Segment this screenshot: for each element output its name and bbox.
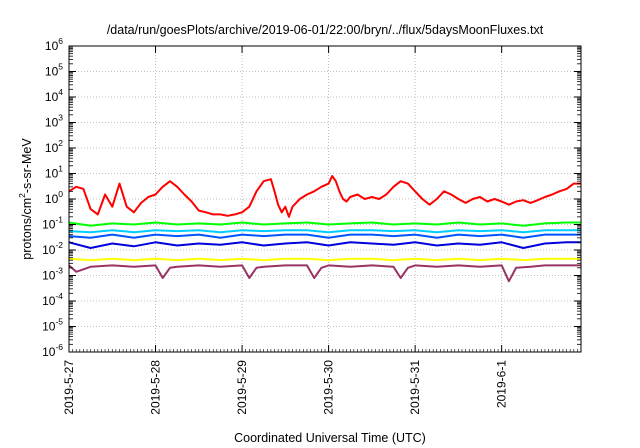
- y-tick-base: 10: [45, 167, 59, 181]
- y-tick-exponent: 2: [58, 138, 63, 148]
- y-label-part: protons/cm: [20, 198, 34, 260]
- y-tick-exponent: 4: [58, 87, 63, 97]
- x-axis-label: Coordinated Universal Time (UTC): [234, 431, 426, 445]
- series-line-6: [68, 257, 581, 262]
- y-tick-base: 10: [42, 218, 56, 232]
- y-tick-labels: 10-610-510-410-310-210-11001011021031041…: [42, 36, 63, 359]
- y-tick-label: 106: [45, 36, 63, 53]
- series-line-5: [68, 241, 581, 249]
- y-tick-label: 100: [45, 189, 63, 206]
- y-tick-base: 10: [42, 269, 56, 283]
- y-tick-label: 10-6: [42, 342, 63, 359]
- y-tick-exponent: 5: [58, 62, 63, 72]
- y-tick-exponent: 3: [58, 113, 63, 123]
- y-tick-label: 10-5: [42, 317, 63, 334]
- y-tick-exponent: -5: [55, 317, 63, 327]
- x-tick-label: 2019-5-28: [149, 360, 163, 415]
- series-line-7: [68, 264, 581, 283]
- y-tick-base: 10: [45, 192, 59, 206]
- y-label-part: -s-sr-MeV: [20, 138, 34, 194]
- y-tick-exponent: -1: [55, 215, 63, 225]
- x-tick-label: 2019-6-1: [495, 360, 509, 408]
- series-layer: [68, 175, 581, 283]
- y-tick-label: 10-1: [42, 215, 63, 232]
- x-tick-label: 2019-5-27: [62, 360, 76, 415]
- chart-title: /data/run/goesPlots/archive/2019-06-01/2…: [107, 23, 544, 37]
- y-tick-exponent: -2: [55, 240, 63, 250]
- series-line-3: [68, 229, 581, 234]
- x-tick-label: 2019-5-29: [235, 360, 249, 415]
- axis-ticks: [68, 45, 582, 353]
- x-tick-labels: 2019-5-27 2019-5-28 2019-5-29 2019-5-30 2019…: [62, 360, 509, 415]
- y-tick-base: 10: [42, 345, 56, 359]
- series-line-2: [68, 221, 581, 227]
- y-tick-label: 10-3: [42, 266, 63, 283]
- y-tick-label: 104: [45, 87, 63, 104]
- x-tick-label: 2019-5-30: [322, 360, 336, 415]
- y-tick-exponent: 0: [58, 189, 63, 199]
- y-tick-base: 10: [45, 39, 59, 53]
- y-tick-label: 10-2: [42, 240, 63, 257]
- y-tick-exponent: 1: [58, 164, 63, 174]
- y-tick-label: 102: [45, 138, 63, 155]
- y-tick-exponent: 6: [58, 36, 63, 46]
- y-tick-base: 10: [45, 141, 59, 155]
- y-tick-label: 103: [45, 113, 63, 130]
- y-tick-label: 10-4: [42, 291, 63, 308]
- y-tick-exponent: -6: [55, 342, 63, 352]
- y-tick-exponent: -3: [55, 266, 63, 276]
- y-tick-base: 10: [45, 65, 59, 79]
- series-line-4: [68, 233, 581, 239]
- x-tick-label: 2019-5-31: [408, 360, 422, 415]
- y-tick-base: 10: [45, 116, 59, 130]
- y-tick-label: 105: [45, 62, 63, 79]
- y-tick-base: 10: [42, 294, 56, 308]
- y-tick-base: 10: [42, 243, 56, 257]
- y-tick-base: 10: [42, 320, 56, 334]
- y-tick-label: 101: [45, 164, 63, 181]
- y-tick-base: 10: [45, 90, 59, 104]
- y-label-superscript: 2: [17, 193, 27, 198]
- series-line-1: [68, 175, 581, 218]
- y-tick-exponent: -4: [55, 291, 63, 301]
- y-axis-label: protons/cm2-s-sr-MeV: [17, 138, 34, 260]
